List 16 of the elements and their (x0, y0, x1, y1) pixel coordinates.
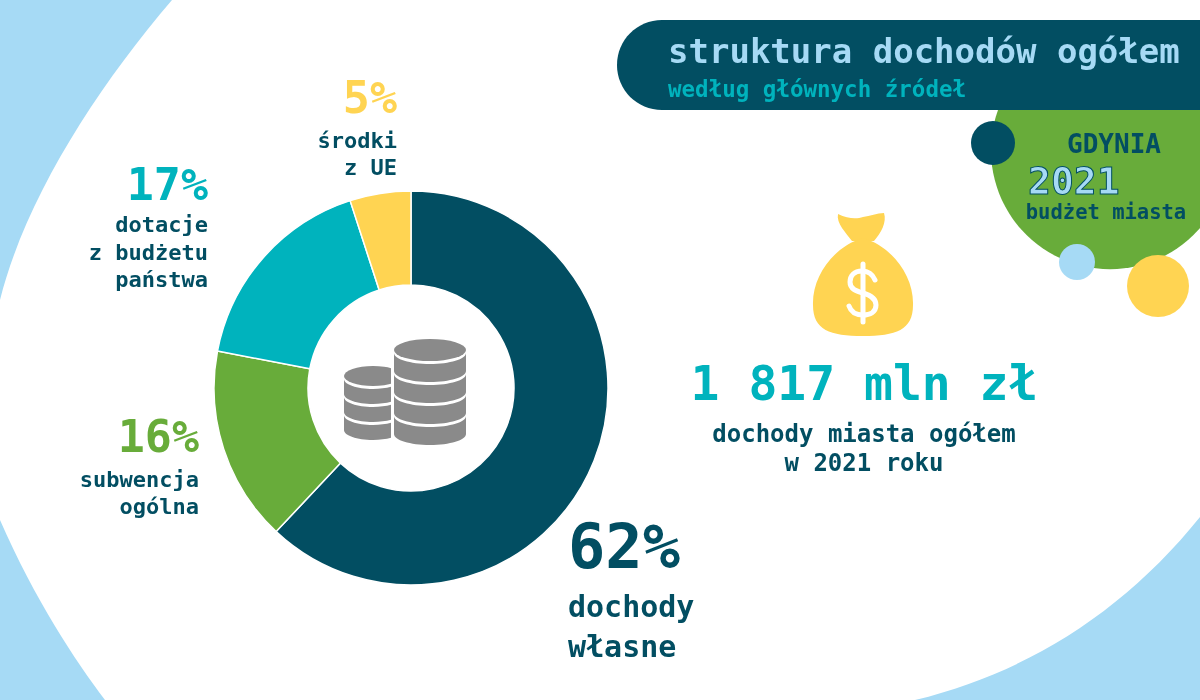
text: dochody miasta ogółem (712, 420, 1016, 448)
text: GDYNIA (1067, 129, 1162, 159)
text: 2021 (1028, 159, 1120, 203)
data-label: 62% (568, 510, 680, 583)
text: w 2021 roku (784, 449, 944, 477)
text: według głównych źródeł (668, 76, 967, 102)
text: struktura dochodów ogółem (668, 31, 1180, 71)
data-label: 16% (117, 410, 199, 463)
slice-label: subwencja ogólna (79, 467, 199, 519)
data-label: 17% (126, 158, 208, 211)
slice-label: środki z UE (317, 128, 397, 180)
slice-label: dochody własne (568, 589, 695, 664)
text: 1 817 mln zł (690, 355, 1038, 411)
data-label: 5% (342, 71, 397, 124)
text: budżet miasta (1025, 200, 1187, 224)
slice-label: dotacje z budżetu państwa (88, 212, 208, 292)
